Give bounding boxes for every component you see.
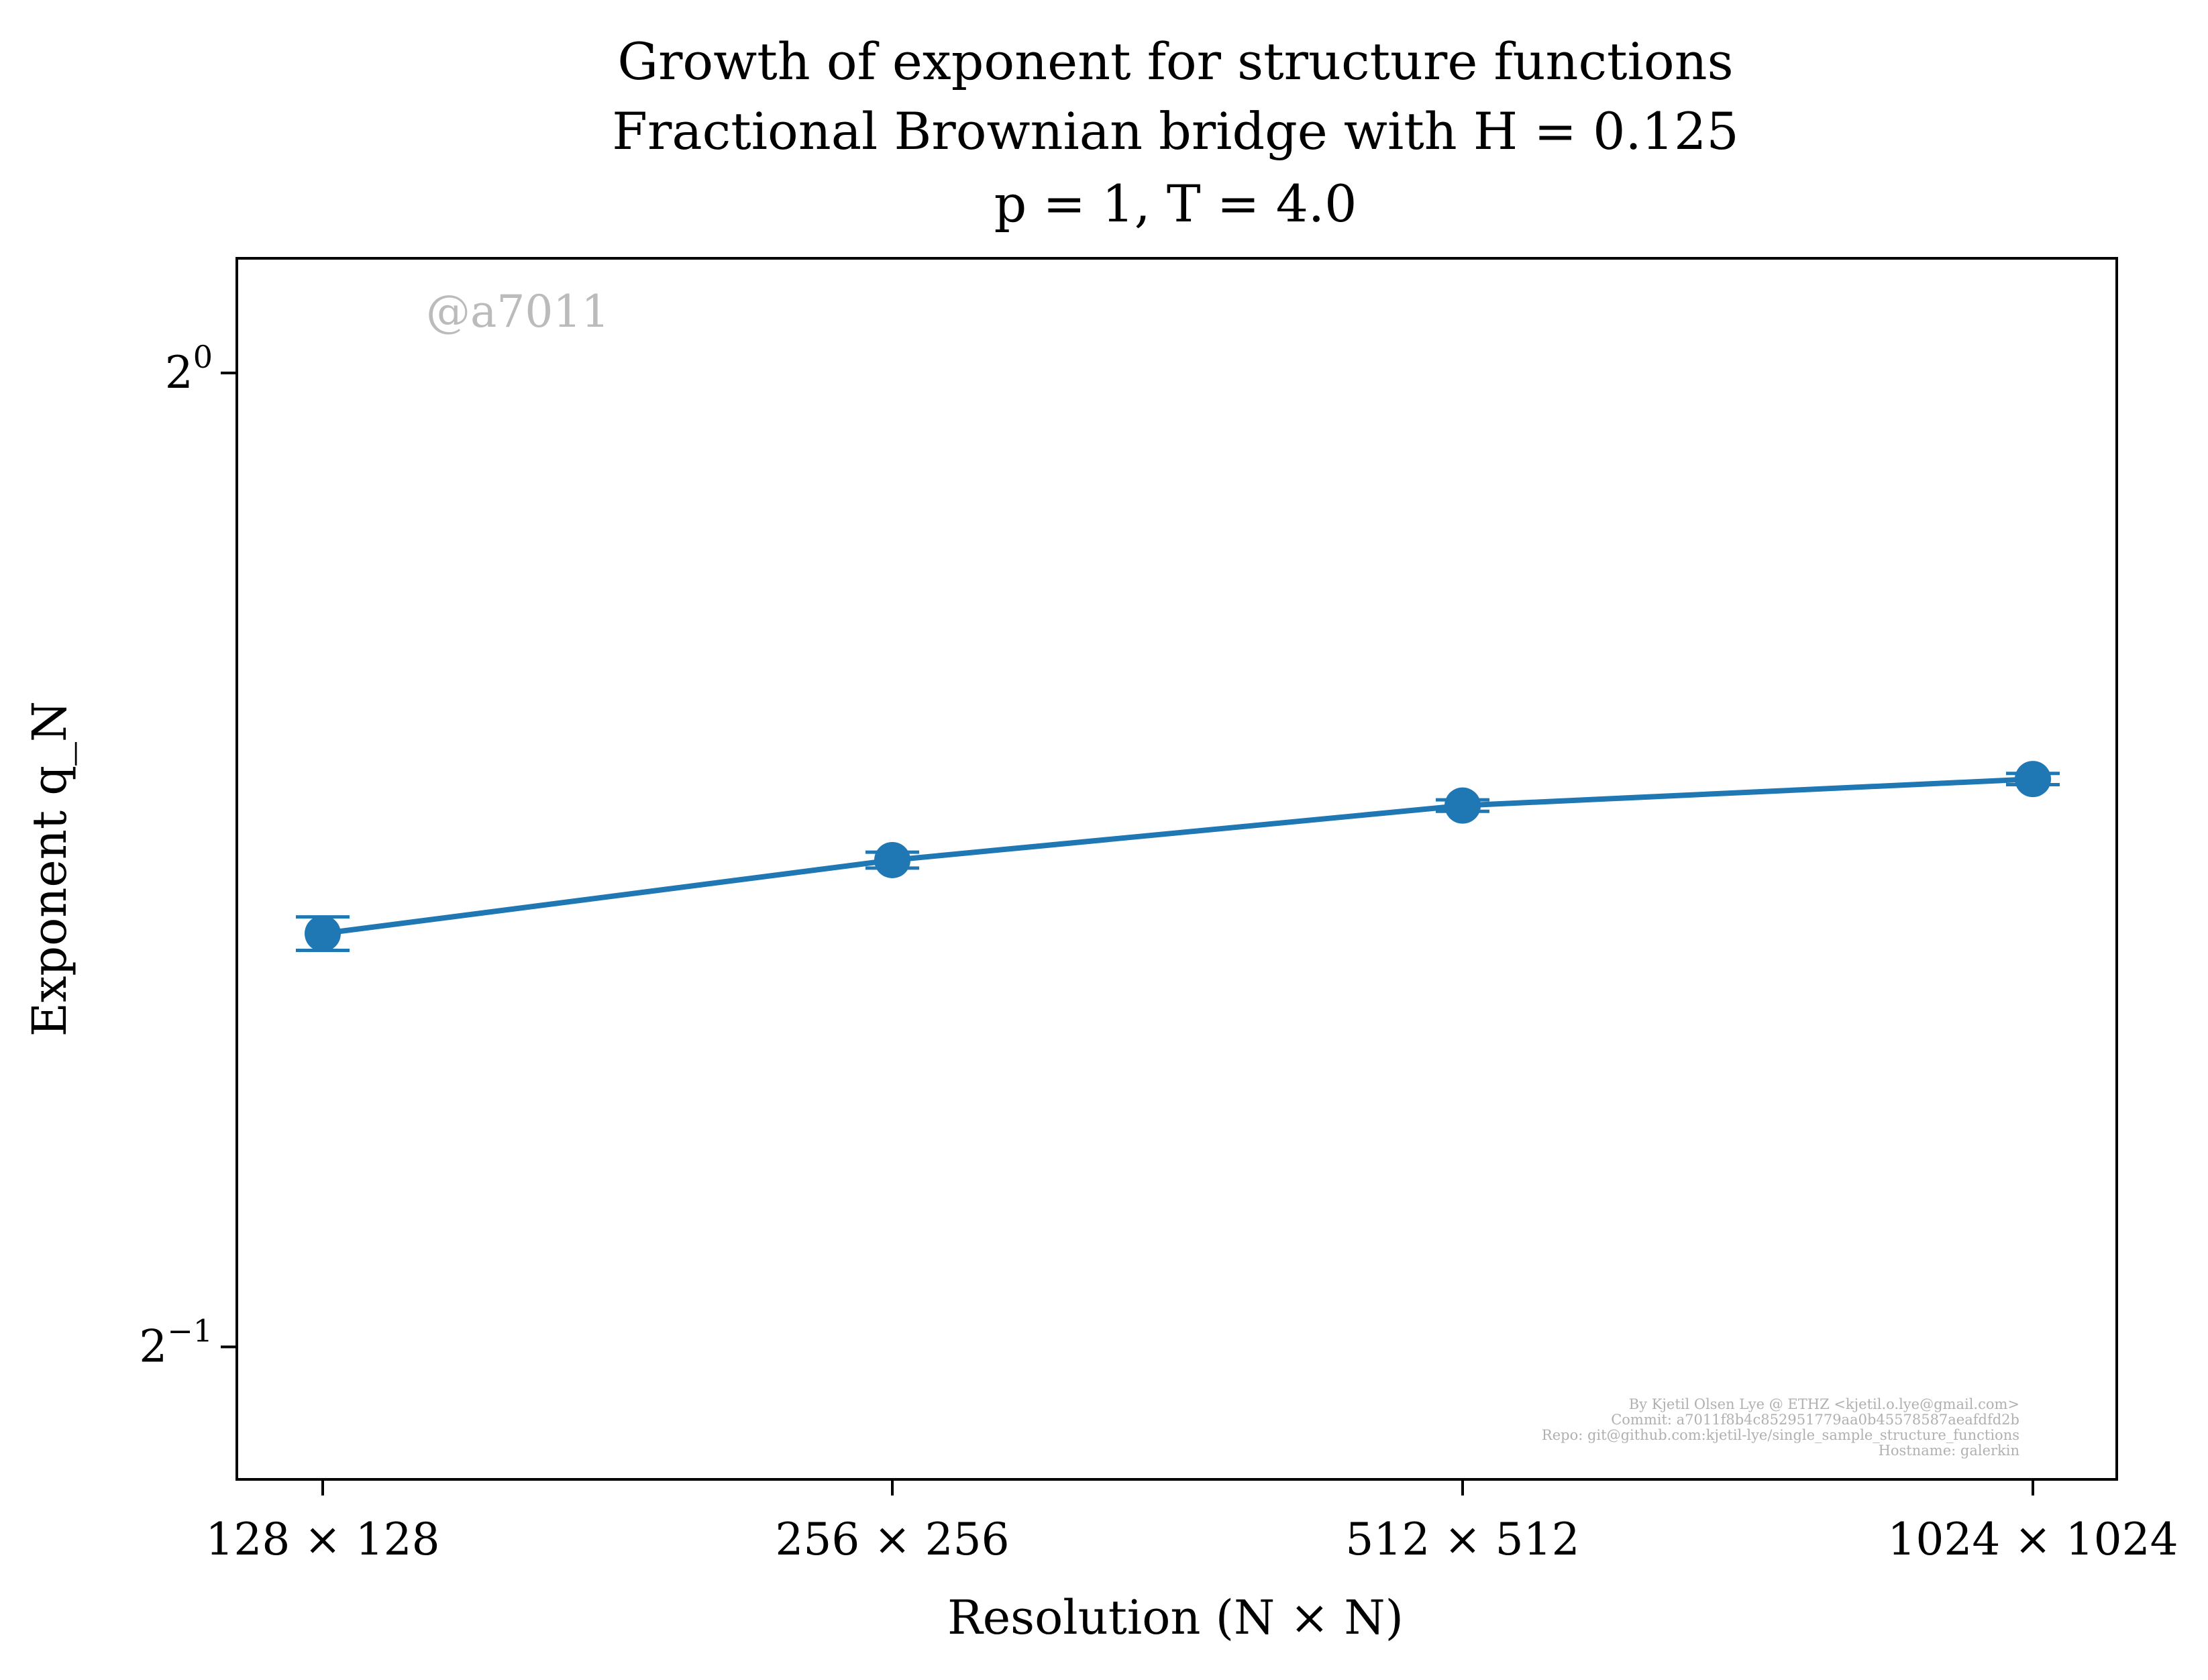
x-tick-label: 256 × 256 [775, 1514, 1009, 1565]
x-tick-label: 1024 × 1024 [1887, 1514, 2178, 1565]
footer-credits: By Kjetil Olsen Lye @ ETHZ <kjetil.o.lye… [1542, 1396, 2019, 1459]
series-line [320, 776, 2036, 937]
data-point [874, 841, 910, 878]
footer-line-4: Hostname: galerkin [1879, 1442, 2019, 1459]
x-axis-ticks: 128 × 128 256 × 256 512 × 512 1024 × 1024 [205, 1479, 2178, 1565]
chart-title-line-3: p = 1, T = 4.0 [994, 174, 1357, 233]
chart-title-line-1: Growth of exponent for structure functio… [617, 32, 1733, 91]
data-point [1444, 787, 1481, 824]
footer-line-3: Repo: git@github.com:kjetil-lye/single_s… [1542, 1427, 2019, 1443]
y-tick-label: 2−1 [139, 1312, 213, 1372]
x-axis-label: Resolution (N × N) [947, 1590, 1404, 1645]
data-point [305, 915, 341, 952]
x-tick-label: 128 × 128 [205, 1514, 439, 1565]
x-tick-label: 512 × 512 [1345, 1514, 1579, 1565]
footer-line-2: Commit: a7011f8b4c852951779aa0b45578587a… [1611, 1412, 2019, 1428]
data-point [2015, 761, 2051, 798]
plot-area [235, 257, 2118, 1481]
y-tick-label: 20 [165, 339, 213, 399]
chart-title-line-2: Fractional Brownian bridge with H = 0.12… [612, 101, 1739, 161]
watermark: @a7011 [426, 286, 609, 337]
y-axis-label: Exponent q_N [22, 701, 77, 1037]
y-axis-ticks: 20 2−1 [139, 339, 237, 1372]
footer-line-1: By Kjetil Olsen Lye @ ETHZ <kjetil.o.lye… [1629, 1396, 2019, 1412]
series-layer [296, 761, 2060, 953]
